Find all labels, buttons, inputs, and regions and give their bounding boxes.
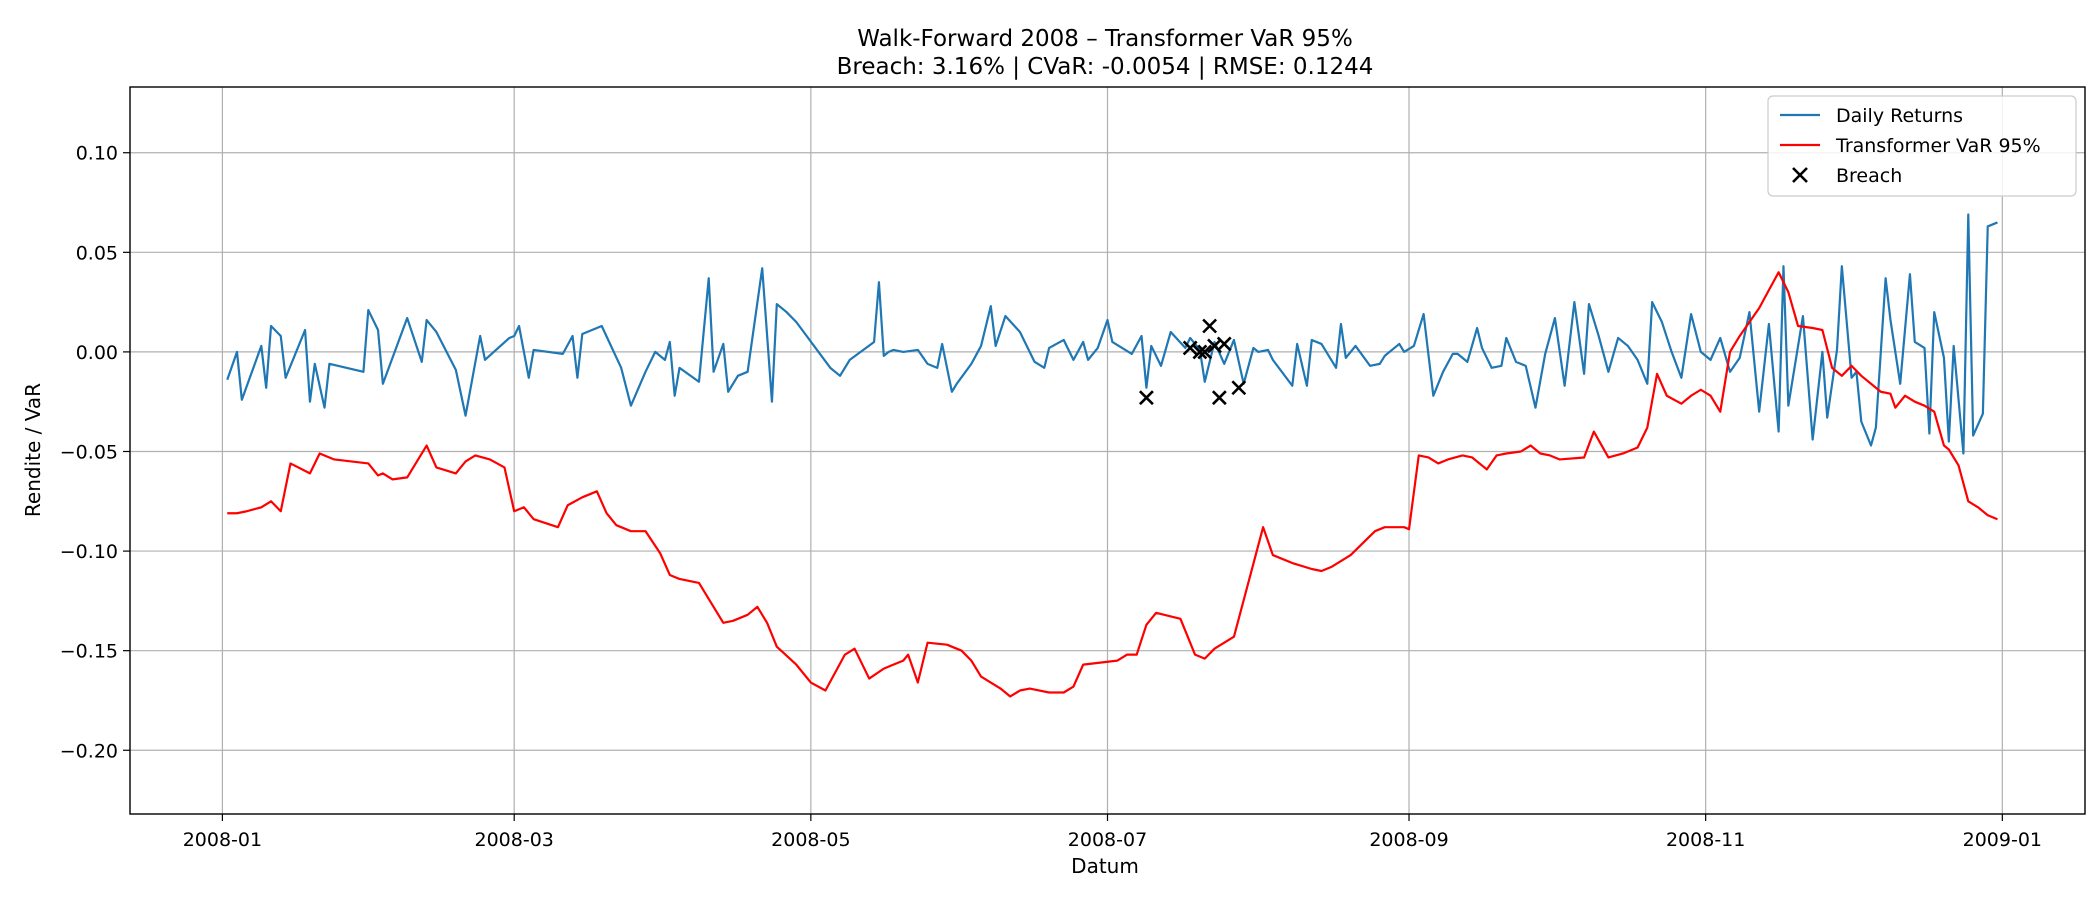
chart-title: Walk-Forward 2008 – Transformer VaR 95% [857, 26, 1353, 52]
y-tick-label: 0.10 [76, 143, 118, 165]
y-tick-label: −0.20 [60, 740, 118, 762]
y-tick-label: −0.05 [60, 441, 118, 463]
breach-marker [1216, 336, 1232, 352]
plot-series [226, 213, 1998, 698]
y-tick-label: 0.00 [76, 342, 118, 364]
x-axis-ticks: 2008-01 2008-03 2008-05 2008-07 2008-09 2008-… [183, 814, 2042, 851]
y-tick-label: −0.10 [60, 541, 118, 563]
x-axis-label: Datum [1071, 854, 1139, 878]
x-tick-label: 2008-07 [1068, 829, 1147, 851]
breach-marker [1211, 390, 1227, 406]
x-tick-label: 2008-05 [771, 829, 850, 851]
legend-label-var: Transformer VaR 95% [1835, 135, 2041, 157]
breach-marker [1202, 318, 1218, 334]
legend-label-breach: Breach [1836, 165, 1902, 187]
plot-frame [129, 86, 2086, 815]
y-tick-label: −0.15 [60, 641, 118, 663]
series-breach-markers [1138, 318, 1247, 406]
chart-subtitle: Breach: 3.16% | CVaR: -0.0054 | RMSE: 0.… [837, 54, 1374, 80]
y-tick-label: 0.05 [76, 242, 118, 264]
legend-box [1767, 95, 2077, 197]
x-tick-label: 2008-09 [1369, 829, 1448, 851]
legend: Daily Returns Transformer VaR 95% Breach [1767, 95, 2077, 197]
breach-marker [1182, 340, 1198, 356]
legend-label-daily-returns: Daily Returns [1836, 105, 1963, 127]
x-tick-label: 2008-01 [183, 829, 262, 851]
grid [130, 87, 2085, 814]
breach-marker [1231, 380, 1247, 396]
breach-marker [1197, 344, 1213, 360]
x-tick-label: 2009-01 [1963, 829, 2042, 851]
legend-swatch-breach [1792, 167, 1808, 183]
breach-marker [1138, 390, 1154, 406]
x-tick-label: 2008-03 [474, 829, 553, 851]
y-axis-label: Rendite / VaR [21, 383, 45, 517]
breach-marker [1192, 344, 1208, 360]
series-line-daily-returns [226, 213, 1998, 455]
x-tick-label: 2008-11 [1666, 829, 1745, 851]
y-axis-ticks: 0.10 0.05 0.00 −0.05 −0.10 −0.15 −0.20 [60, 143, 130, 762]
series-line-var [227, 271, 1998, 698]
